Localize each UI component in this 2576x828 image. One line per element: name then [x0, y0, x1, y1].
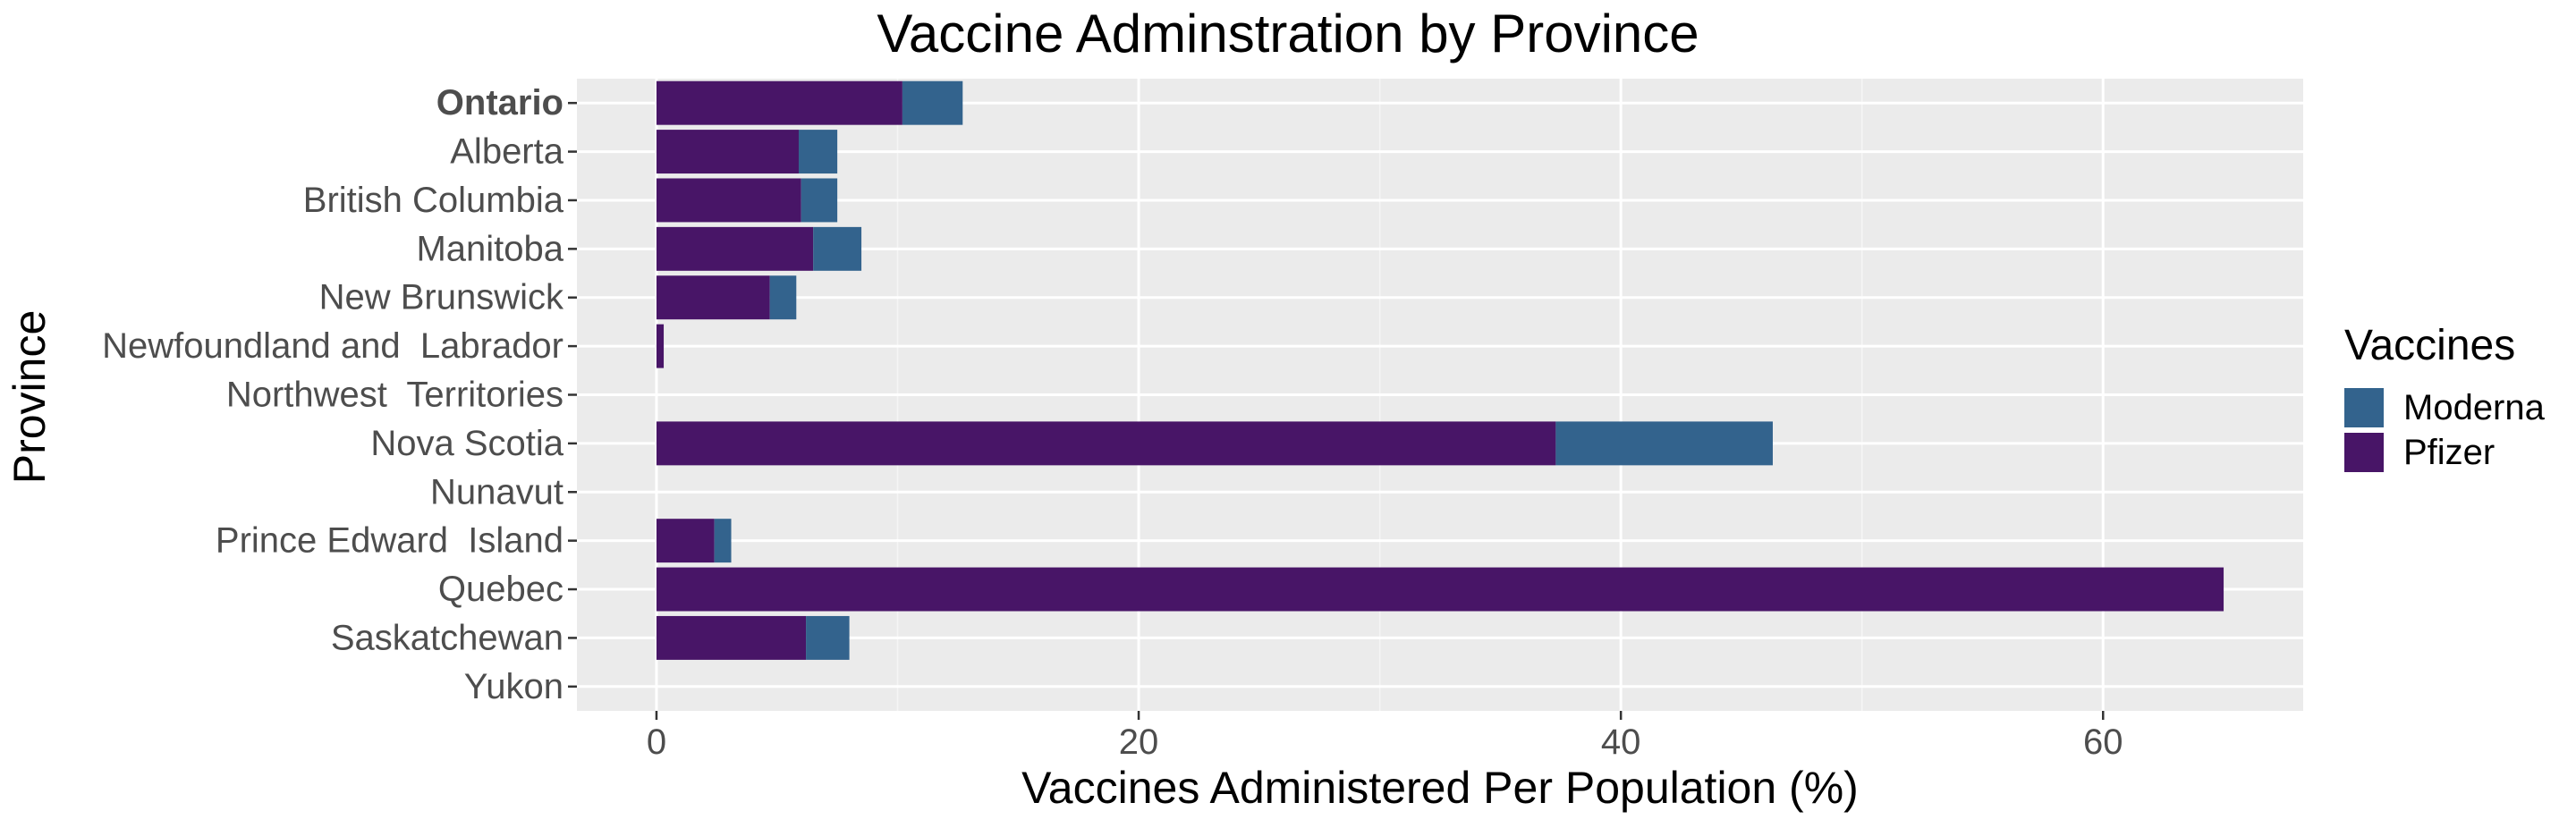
x-tick-label: 0: [647, 722, 666, 762]
bar-moderna: [769, 275, 797, 320]
bars: [656, 80, 2224, 660]
y-axis-title: Province: [4, 310, 55, 485]
y-tick-label: Yukon: [464, 667, 564, 706]
legend-key-pfizer: [2344, 433, 2384, 472]
y-tick-label: Nova Scotia: [370, 424, 564, 463]
x-tick-label: 20: [1119, 722, 1159, 762]
bar-pfizer: [656, 519, 715, 563]
bar-moderna: [902, 80, 963, 125]
axes: Ontario Alberta British Columbia Manitoba Ne…: [102, 83, 2123, 762]
y-tick-label: Alberta: [450, 132, 564, 172]
bar-pfizer: [656, 567, 2224, 612]
y-tick-label: Ontario: [436, 83, 564, 123]
grid-lines: [577, 79, 2303, 711]
bar-pfizer: [656, 324, 665, 368]
x-tick-label: 40: [1601, 722, 1641, 762]
bar-moderna: [714, 519, 732, 563]
x-axis-title: Vaccines Administered Per Population (%): [1021, 763, 1859, 813]
bar-pfizer: [656, 226, 814, 271]
y-tick-label: Manitoba: [416, 229, 564, 268]
bar-moderna: [806, 615, 850, 660]
bar-moderna: [798, 130, 838, 174]
bar-pfizer: [656, 421, 1556, 466]
legend-title: Vaccines: [2344, 322, 2515, 369]
bar-pfizer: [656, 615, 807, 660]
bar-moderna: [813, 226, 862, 271]
bar-moderna: [801, 178, 838, 223]
bar-pfizer: [656, 130, 799, 174]
bar-pfizer: [656, 178, 801, 223]
chart-title: Vaccine Adminstration by Province: [877, 4, 1699, 63]
y-tick-label: Newfoundland and Labrador: [102, 326, 564, 366]
y-tick-label: Prince Edward Island: [216, 521, 564, 561]
y-tick-label: British Columbia: [303, 181, 564, 220]
y-tick-label: Northwest Territories: [226, 376, 564, 415]
x-tick-label: 60: [2083, 722, 2123, 762]
y-tick-label: Saskatchewan: [331, 618, 564, 657]
legend: Vaccines Moderna Pfizer: [2344, 322, 2546, 472]
y-tick-label: New Brunswick: [319, 278, 564, 317]
y-tick-label: Nunavut: [430, 472, 564, 511]
legend-items: Moderna Pfizer: [2344, 388, 2546, 472]
y-tick-label: Quebec: [438, 570, 564, 609]
bar-pfizer: [656, 275, 770, 320]
legend-label-moderna: Moderna: [2403, 388, 2546, 427]
bar-moderna: [1555, 421, 1773, 466]
legend-key-moderna: [2344, 388, 2384, 427]
bar-pfizer: [656, 80, 902, 125]
legend-label-pfizer: Pfizer: [2403, 433, 2495, 472]
